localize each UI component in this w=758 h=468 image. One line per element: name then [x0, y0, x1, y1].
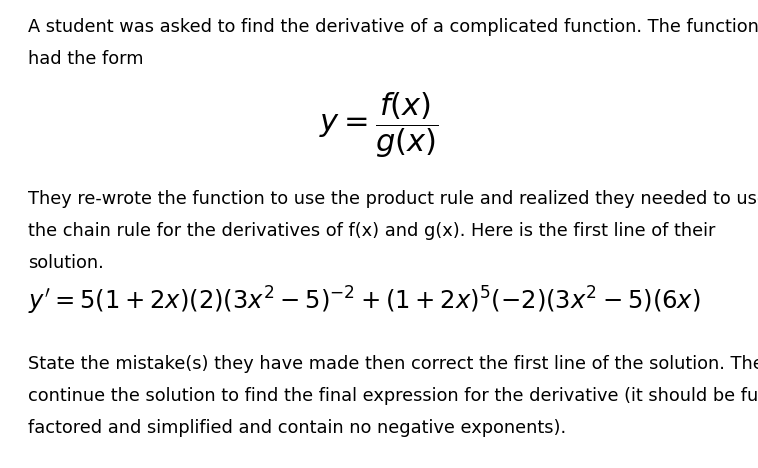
Text: $y = \dfrac{f(x)}{g(x)}$: $y = \dfrac{f(x)}{g(x)}$ — [319, 90, 439, 160]
Text: had the form: had the form — [28, 50, 143, 68]
Text: A student was asked to find the derivative of a complicated function. The functi: A student was asked to find the derivati… — [28, 18, 758, 36]
Text: continue the solution to find the final expression for the derivative (it should: continue the solution to find the final … — [28, 387, 758, 405]
Text: State the mistake(s) they have made then correct the first line of the solution.: State the mistake(s) they have made then… — [28, 355, 758, 373]
Text: solution.: solution. — [28, 254, 104, 272]
Text: factored and simplified and contain no negative exponents).: factored and simplified and contain no n… — [28, 419, 566, 437]
Text: They re-wrote the function to use the product rule and realized they needed to u: They re-wrote the function to use the pr… — [28, 190, 758, 208]
Text: the chain rule for the derivatives of f(x) and g(x). Here is the first line of t: the chain rule for the derivatives of f(… — [28, 222, 716, 240]
Text: $y' = 5(1+2x)(2)(3x^2-5)^{-2}+(1+2x)^5(-2)(3x^2-5)(6x)$: $y' = 5(1+2x)(2)(3x^2-5)^{-2}+(1+2x)^5(-… — [28, 285, 700, 317]
